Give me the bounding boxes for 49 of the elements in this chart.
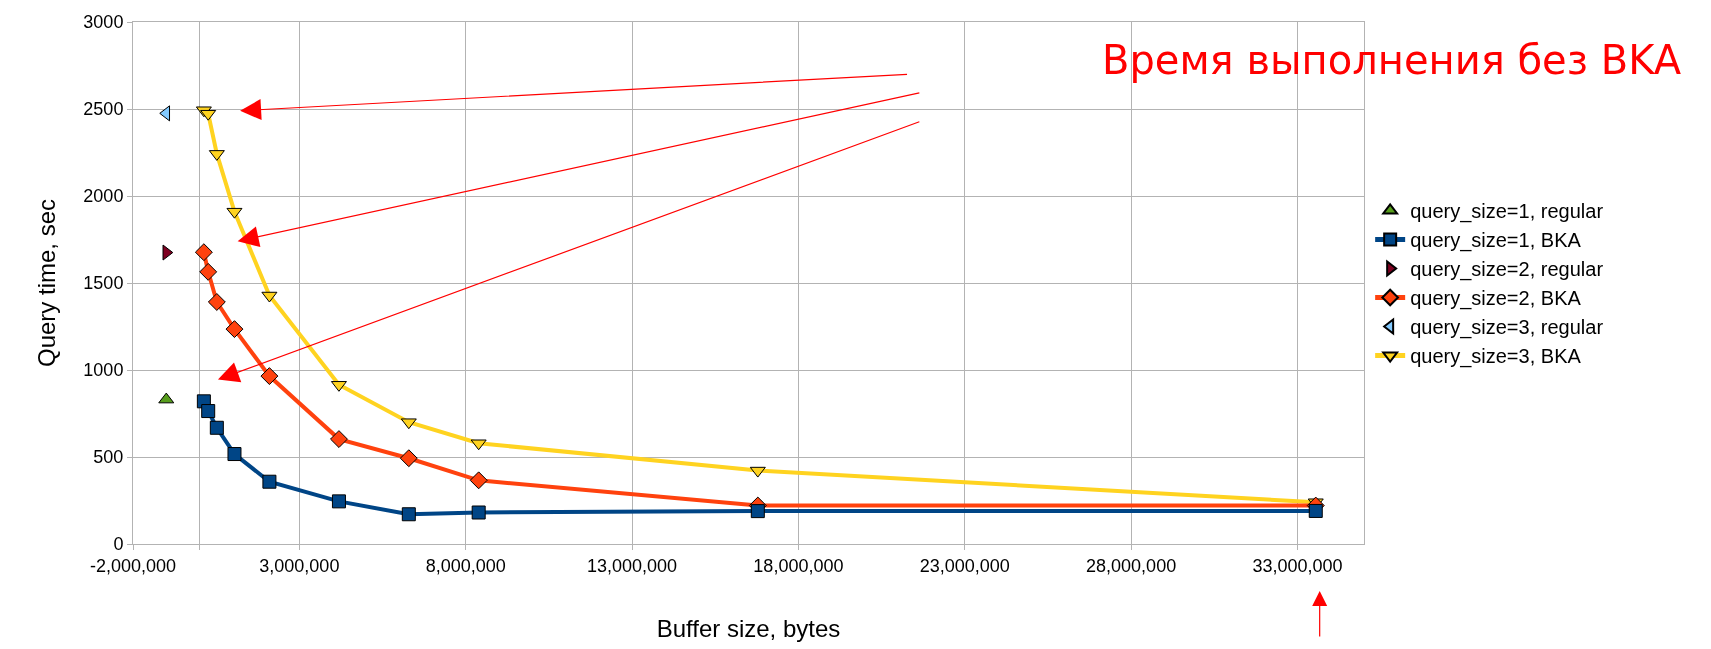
x-tick-label: 18,000,000 <box>753 555 844 576</box>
x-tick-label: 23,000,000 <box>919 555 1010 576</box>
x-tick-label: 33,000,000 <box>1252 555 1343 576</box>
legend-label: query_size=2, regular <box>1410 258 1604 282</box>
y-tick-label: 1500 <box>83 273 124 294</box>
point <box>200 109 217 121</box>
annotation: Время выполнения без BKA <box>1102 37 1682 83</box>
x-tick-label: 28,000,000 <box>1086 555 1177 576</box>
point <box>159 105 171 122</box>
point <box>261 291 278 303</box>
point <box>194 243 213 262</box>
point <box>227 447 242 462</box>
point <box>331 494 346 509</box>
y-axis-title: Query time, sec <box>33 198 61 368</box>
point <box>199 262 218 281</box>
legend-label: query_size=2, BKA <box>1410 287 1582 311</box>
point <box>201 404 216 419</box>
point <box>749 466 766 478</box>
x-tick-label: 8,000,000 <box>425 555 506 576</box>
point <box>226 207 243 219</box>
legend-label: query_size=1, BKA <box>1410 229 1582 253</box>
point <box>260 367 279 386</box>
point <box>209 420 224 435</box>
point <box>469 471 488 490</box>
point <box>471 505 486 520</box>
point <box>470 439 487 451</box>
legend-label: query_size=3, regular <box>1410 316 1604 340</box>
y-tick-label: 1000 <box>83 360 124 381</box>
point <box>262 474 277 489</box>
point <box>399 449 418 468</box>
legend-label: query_size=1, regular <box>1410 200 1604 224</box>
y-tick-label: 500 <box>93 447 124 468</box>
point <box>400 418 417 430</box>
x-axis-title: Buffer size, bytes <box>656 614 841 642</box>
point <box>401 507 416 522</box>
point <box>750 504 765 519</box>
x-tick-label: 3,000,000 <box>259 555 340 576</box>
point <box>329 430 348 449</box>
x-tick-label: 13,000,000 <box>587 555 678 576</box>
y-tick-label: 2500 <box>83 99 124 120</box>
point <box>1308 503 1323 518</box>
point <box>162 244 174 261</box>
y-tick-label: 3000 <box>83 12 124 33</box>
y-tick-label: 0 <box>113 534 124 555</box>
point <box>207 293 226 311</box>
legend-label: query_size=3, BKA <box>1410 345 1582 369</box>
x-tick-label: -2,000,000 <box>89 555 177 576</box>
y-tick-label: 2000 <box>83 186 124 207</box>
point <box>225 320 244 339</box>
